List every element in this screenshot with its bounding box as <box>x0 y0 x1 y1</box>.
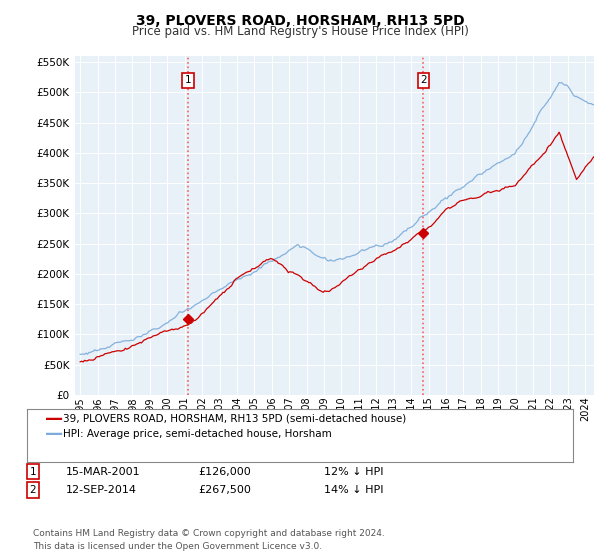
Text: 14% ↓ HPI: 14% ↓ HPI <box>324 485 383 495</box>
Text: Price paid vs. HM Land Registry's House Price Index (HPI): Price paid vs. HM Land Registry's House … <box>131 25 469 38</box>
Text: 2: 2 <box>29 485 37 495</box>
Text: 1: 1 <box>29 466 37 477</box>
Text: Contains HM Land Registry data © Crown copyright and database right 2024.
This d: Contains HM Land Registry data © Crown c… <box>33 529 385 550</box>
Text: 1: 1 <box>185 75 191 85</box>
Text: £267,500: £267,500 <box>198 485 251 495</box>
Text: 15-MAR-2001: 15-MAR-2001 <box>66 466 140 477</box>
Text: £126,000: £126,000 <box>198 466 251 477</box>
Text: 39, PLOVERS ROAD, HORSHAM, RH13 5PD: 39, PLOVERS ROAD, HORSHAM, RH13 5PD <box>136 14 464 28</box>
Text: —: — <box>45 410 63 428</box>
Text: —: — <box>45 425 63 443</box>
Text: 2: 2 <box>420 75 427 85</box>
Text: 39, PLOVERS ROAD, HORSHAM, RH13 5PD (semi-detached house): 39, PLOVERS ROAD, HORSHAM, RH13 5PD (sem… <box>63 414 406 424</box>
Text: 12% ↓ HPI: 12% ↓ HPI <box>324 466 383 477</box>
Text: 12-SEP-2014: 12-SEP-2014 <box>66 485 137 495</box>
Text: HPI: Average price, semi-detached house, Horsham: HPI: Average price, semi-detached house,… <box>63 429 332 439</box>
